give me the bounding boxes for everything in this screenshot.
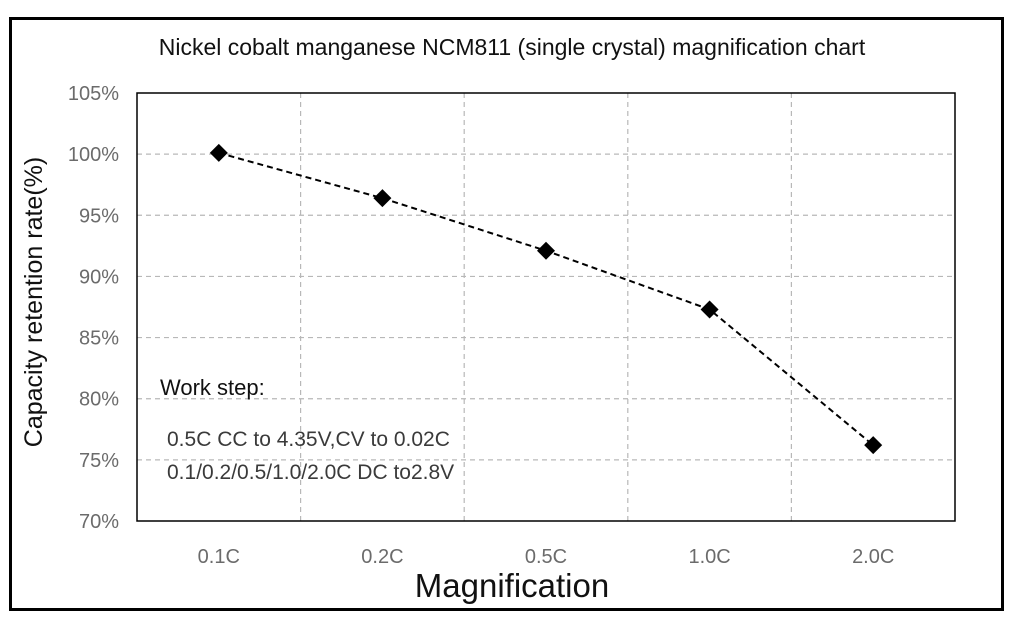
x-tick-label: 0.2C: [361, 546, 403, 568]
y-tick-label: 85%: [79, 328, 119, 350]
y-tick-label: 70%: [79, 511, 119, 533]
series-layer: [209, 143, 883, 455]
work-step-line-1: 0.5C CC to 4.35V,CV to 0.02C: [167, 428, 450, 451]
x-tick-labels: 0.1C 0.2C 0.5C 1.0C 2.0C: [198, 546, 895, 568]
data-point-marker: [373, 189, 392, 208]
y-tick-labels: 70% 75% 80% 85% 90% 95% 100% 105%: [68, 83, 119, 533]
data-point-marker: [209, 143, 228, 162]
data-point-marker: [864, 436, 883, 455]
chart-title: Nickel cobalt manganese NCM811 (single c…: [159, 34, 866, 60]
work-step-heading: Work step:: [160, 375, 265, 400]
data-point-marker: [537, 241, 555, 260]
x-tick-label: 0.5C: [525, 546, 567, 568]
y-tick-label: 105%: [68, 83, 119, 105]
y-tick-label: 90%: [79, 266, 119, 288]
work-step-line-2: 0.1/0.2/0.5/1.0/2.0C DC to2.8V: [167, 461, 454, 484]
x-tick-label: 1.0C: [688, 546, 730, 568]
grid-layer: [136, 92, 956, 522]
x-tick-label: 2.0C: [852, 546, 894, 568]
series-line: [218, 151, 874, 446]
y-tick-label: 75%: [79, 450, 119, 472]
data-point-marker: [700, 300, 719, 319]
y-axis-label: Capacity retention rate(%): [20, 157, 48, 447]
chart-frame: [9, 17, 1004, 611]
plot-area-border: [136, 92, 956, 522]
x-tick-label: 0.1C: [198, 546, 240, 568]
y-tick-label: 100%: [68, 144, 119, 166]
y-tick-label: 80%: [79, 389, 119, 411]
x-axis-label: Magnification: [415, 567, 609, 604]
y-tick-label: 95%: [79, 205, 119, 227]
